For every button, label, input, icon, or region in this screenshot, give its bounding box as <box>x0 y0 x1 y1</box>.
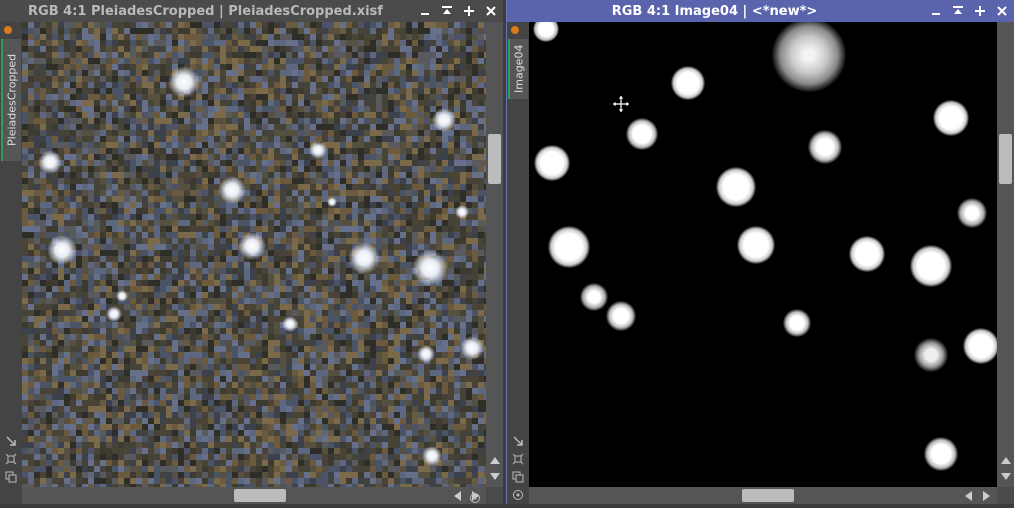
scroll-down-arrow-icon[interactable] <box>488 471 501 481</box>
star <box>422 446 442 466</box>
star <box>737 226 775 264</box>
horizontal-scroll-thumb[interactable] <box>234 489 286 502</box>
star <box>534 145 570 181</box>
close-icon[interactable] <box>994 3 1010 19</box>
star <box>910 245 952 287</box>
shade-icon[interactable] <box>950 3 966 19</box>
star <box>460 336 484 360</box>
star <box>671 66 705 100</box>
fit-view-icon[interactable] <box>512 432 524 446</box>
view-side-rail: PleiadesCropped <box>0 22 22 504</box>
vertical-scroll-thumb[interactable] <box>999 134 1012 184</box>
zoom-fit-icon[interactable] <box>5 450 17 465</box>
view-tab-pleiades[interactable]: PleiadesCropped <box>1 39 21 161</box>
window-titlebar[interactable]: RGB 4:1 PleiadesCropped | PleiadesCroppe… <box>0 0 503 22</box>
star <box>963 328 997 364</box>
scroll-right-arrow-icon[interactable] <box>470 490 480 501</box>
shade-icon[interactable] <box>439 3 455 19</box>
star <box>412 250 448 286</box>
view-indicator-dot <box>4 26 12 34</box>
window-title: RGB 4:1 Image04 | <*new*> <box>611 3 818 19</box>
image-window-image04[interactable]: RGB 4:1 Image04 | <*new*> Image04 <box>506 0 1014 504</box>
horizontal-scrollbar[interactable] <box>529 487 997 504</box>
horizontal-scrollbar[interactable] <box>22 487 486 504</box>
star <box>548 226 590 268</box>
star <box>218 176 246 204</box>
view-side-rail: Image04 <box>507 22 529 504</box>
star <box>772 22 846 92</box>
star <box>849 236 885 272</box>
window-titlebar[interactable]: RGB 4:1 Image04 | <*new*> <box>507 0 1014 22</box>
maximize-icon[interactable] <box>461 3 477 19</box>
image-window-pleiades[interactable]: RGB 4:1 PleiadesCropped | PleiadesCroppe… <box>0 0 503 504</box>
vertical-scroll-thumb[interactable] <box>488 134 501 184</box>
star <box>716 167 756 207</box>
star <box>47 235 77 265</box>
scroll-corner <box>997 487 1014 504</box>
star <box>455 205 469 219</box>
star <box>282 316 298 332</box>
maximize-icon[interactable] <box>972 3 988 19</box>
star <box>533 22 559 42</box>
star <box>808 130 842 164</box>
star <box>924 437 958 471</box>
zoom-fit-icon[interactable] <box>512 450 524 465</box>
scroll-left-arrow-icon[interactable] <box>963 490 973 501</box>
scroll-down-arrow-icon[interactable] <box>999 471 1012 481</box>
star <box>348 242 380 274</box>
scroll-up-arrow-icon[interactable] <box>999 455 1012 465</box>
star <box>432 108 456 132</box>
target-icon[interactable] <box>512 486 524 500</box>
scroll-corner <box>470 487 503 504</box>
view-tab-image04[interactable]: Image04 <box>508 39 528 99</box>
star <box>116 290 128 302</box>
scroll-up-arrow-icon[interactable] <box>488 455 501 465</box>
star <box>626 118 658 150</box>
star <box>933 100 969 136</box>
star <box>309 141 327 159</box>
clone-icon[interactable] <box>512 468 524 483</box>
scroll-left-arrow-icon[interactable] <box>452 490 462 501</box>
fit-view-icon[interactable] <box>5 432 17 446</box>
minimize-icon[interactable] <box>928 3 944 19</box>
image-viewport-pleiades[interactable] <box>22 22 486 487</box>
pleiades-image <box>22 22 486 487</box>
star <box>168 66 200 98</box>
star <box>238 232 266 260</box>
star <box>38 150 62 174</box>
vertical-scrollbar[interactable] <box>486 22 503 487</box>
horizontal-scroll-thumb[interactable] <box>742 489 794 502</box>
star <box>106 306 122 322</box>
star <box>783 309 811 337</box>
scroll-right-arrow-icon[interactable] <box>981 490 991 501</box>
view-indicator-dot <box>511 26 519 34</box>
window-title: RGB 4:1 PleiadesCropped | PleiadesCroppe… <box>28 3 383 19</box>
star <box>580 283 608 311</box>
star <box>606 301 636 331</box>
close-icon[interactable] <box>483 3 499 19</box>
move-cursor-icon <box>611 94 631 114</box>
minimize-icon[interactable] <box>417 3 433 19</box>
star <box>914 338 948 372</box>
clone-icon[interactable] <box>5 468 17 483</box>
star <box>327 197 337 207</box>
image-viewport-image04[interactable] <box>529 22 997 487</box>
star <box>417 345 435 363</box>
star <box>957 198 987 228</box>
vertical-scrollbar[interactable] <box>997 22 1014 487</box>
target-icon[interactable] <box>469 489 481 503</box>
